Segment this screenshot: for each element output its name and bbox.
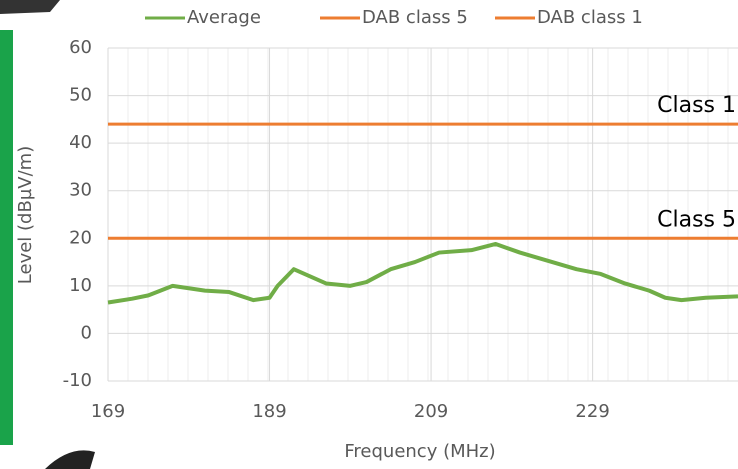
y-tick-label: -10 bbox=[63, 370, 92, 391]
y-tick-label: 50 bbox=[69, 85, 92, 106]
corner-shape bbox=[0, 0, 60, 14]
legend-label: DAB class 5 bbox=[362, 7, 468, 28]
y-tick-label: 30 bbox=[69, 180, 92, 201]
annotation: Class 5 bbox=[657, 207, 736, 232]
y-tick-label: 40 bbox=[69, 132, 92, 153]
x-tick-label: 189 bbox=[252, 401, 286, 422]
chart: Frequency (MHz) Level (dBµV/m) -10 0 10 20 3… bbox=[0, 0, 738, 469]
corner-shape bbox=[45, 450, 95, 469]
y-axis-label: Level (dBµV/m) bbox=[15, 146, 36, 284]
legend-label: DAB class 1 bbox=[537, 7, 643, 28]
annotation: Class 1 bbox=[657, 93, 736, 118]
y-tick-label: 10 bbox=[69, 275, 92, 296]
y-tick-label: 0 bbox=[81, 322, 92, 343]
x-axis-label: Frequency (MHz) bbox=[344, 441, 495, 462]
y-tick-label: 20 bbox=[69, 227, 92, 248]
x-tick-label: 209 bbox=[414, 401, 448, 422]
side-bar bbox=[0, 30, 13, 445]
x-tick-label: 169 bbox=[91, 401, 125, 422]
page: {"chart_data": {"type": "line", "x_label… bbox=[0, 0, 738, 469]
x-tick-label: 229 bbox=[575, 401, 609, 422]
y-tick-label: 60 bbox=[69, 37, 92, 58]
legend-label: Average bbox=[187, 7, 261, 28]
series-line bbox=[108, 244, 738, 303]
